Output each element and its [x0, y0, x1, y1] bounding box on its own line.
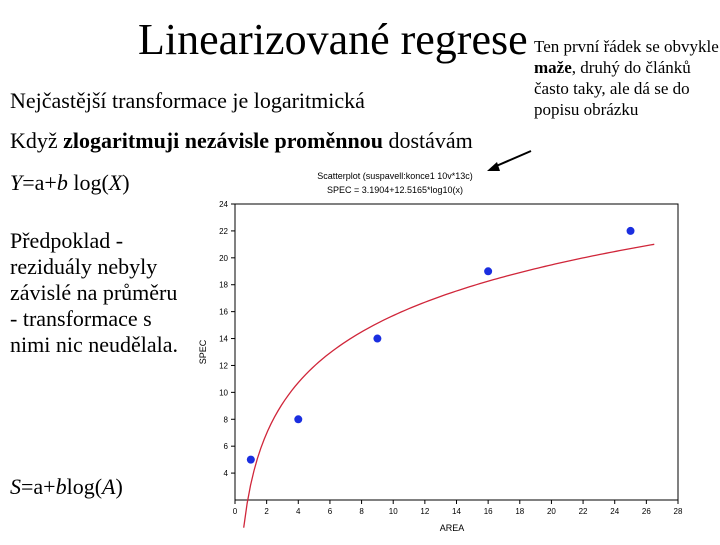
- x-tick-label: 6: [328, 507, 333, 516]
- x-tick-label: 2: [264, 507, 269, 516]
- assumption-paragraph: Předpoklad - reziduály nebyly závislé na…: [10, 228, 178, 357]
- y-axis-label: SPEC: [198, 339, 208, 364]
- x-tick-label: 26: [642, 507, 651, 516]
- data-point: [626, 226, 635, 235]
- y-tick-label: 10: [219, 388, 228, 397]
- formula2-log: log(: [66, 474, 103, 499]
- x-tick-label: 22: [579, 507, 588, 516]
- x-tick-label: 24: [610, 507, 619, 516]
- formula1-y: Y: [10, 170, 23, 195]
- y-tick-label: 12: [219, 361, 228, 370]
- plot-layer: 0 2 4 6 8 10 12 14 16 18 20 22 24 26 28468101214161820…: [219, 200, 683, 528]
- x-tick-label: 12: [420, 507, 429, 516]
- note-part2: , druhý do článků často taky, ale dá se …: [534, 58, 691, 119]
- x-tick-label: 14: [452, 507, 461, 516]
- x-tick-label: 18: [515, 507, 524, 516]
- formula2-b: b: [55, 474, 67, 499]
- y-tick-label: 4: [224, 469, 229, 478]
- subtitle-log-independent: Když zlogaritmuji nezávisle proměnnou do…: [10, 128, 473, 154]
- y-tick-label: 16: [219, 308, 228, 317]
- x-tick-label: 0: [233, 507, 238, 516]
- formula1-x: X: [108, 170, 123, 195]
- chart-subtitle: SPEC = 3.1904+12.5165*log10(x): [327, 185, 463, 195]
- formula-s-log-a: S=a+blog(A): [10, 474, 123, 500]
- formula-y-log-x: Y=a+b log(X): [10, 170, 130, 196]
- formula1-log: log(: [67, 170, 109, 195]
- data-point: [373, 334, 382, 343]
- note-part1: Ten první řádek se obvykle: [534, 37, 719, 56]
- x-tick-label: 28: [674, 507, 683, 516]
- formula1-eq: =a+: [22, 170, 57, 195]
- regression-curve: [243, 243, 655, 528]
- subtitle-log-transform: Nejčastější transformace je logaritmická: [10, 88, 365, 113]
- subtitle2-bold: zlogaritmuji nezávisle proměnnou: [63, 128, 383, 153]
- data-point: [294, 415, 303, 424]
- x-tick-label: 8: [359, 507, 364, 516]
- y-tick-label: 20: [219, 254, 228, 263]
- formula2-s: S: [10, 474, 21, 499]
- subtitle2-prefix: Když: [10, 128, 64, 153]
- formula2-eq: =a+: [21, 474, 56, 499]
- x-tick-label: 4: [296, 507, 301, 516]
- formula2-close: ): [115, 474, 123, 499]
- x-tick-label: 20: [547, 507, 556, 516]
- scatterplot-svg: Scatterplot (suspavell:konce1 10v*13c) S…: [192, 162, 700, 540]
- y-tick-label: 6: [224, 442, 229, 451]
- y-tick-label: 18: [219, 281, 228, 290]
- formula1-b: b: [56, 170, 68, 195]
- formula1-close: ): [122, 170, 130, 195]
- y-tick-label: 22: [219, 227, 228, 236]
- slide-title: Linearizované regrese: [138, 15, 528, 64]
- y-tick-label: 24: [219, 200, 228, 209]
- y-tick-label: 14: [219, 335, 228, 344]
- x-tick-label: 10: [389, 507, 398, 516]
- x-axis-label: AREA: [440, 523, 465, 533]
- scatterplot-chart: Scatterplot (suspavell:konce1 10v*13c) S…: [192, 162, 700, 540]
- callout-note: Ten první řádek se obvykle maže, druhý d…: [532, 36, 720, 120]
- note-bold: maže: [534, 58, 572, 77]
- data-point: [484, 267, 493, 276]
- chart-background: [192, 162, 700, 540]
- data-point: [246, 455, 255, 464]
- y-tick-label: 8: [224, 415, 229, 424]
- x-tick-label: 16: [484, 507, 493, 516]
- chart-title: Scatterplot (suspavell:konce1 10v*13c): [317, 171, 473, 181]
- formula2-a: A: [102, 474, 116, 499]
- subtitle2-suffix: dostávám: [382, 128, 473, 153]
